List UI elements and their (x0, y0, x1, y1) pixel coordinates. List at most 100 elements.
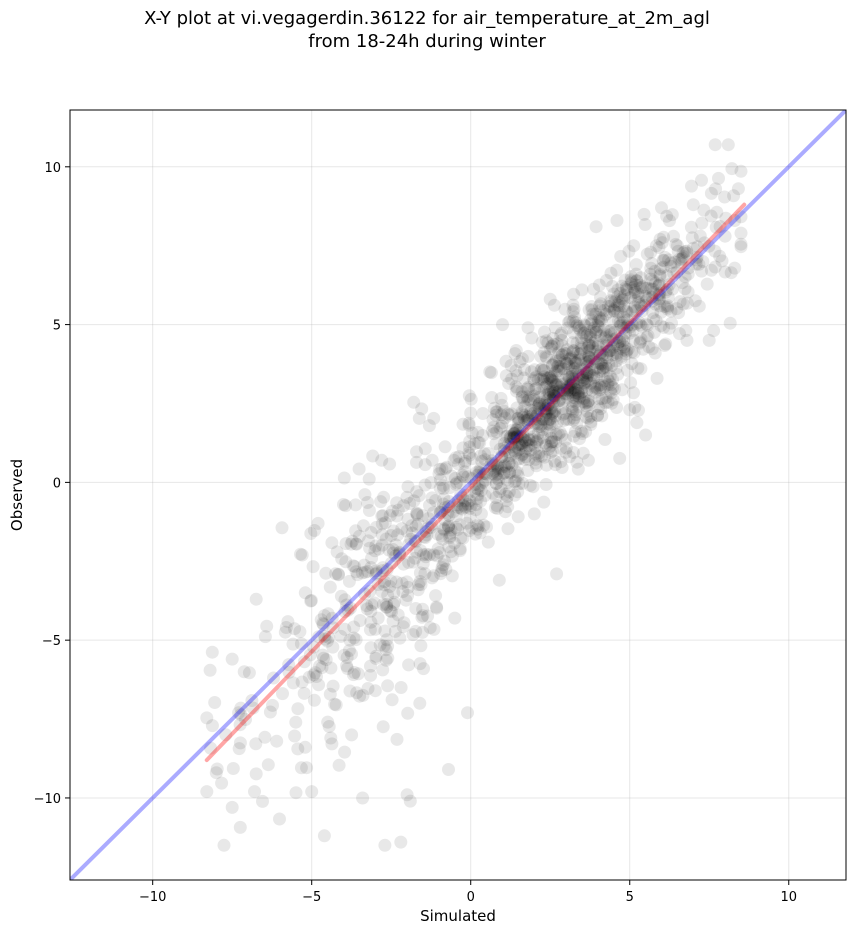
scatter-point (571, 386, 585, 400)
scatter-point (587, 369, 600, 382)
scatter-point (329, 698, 343, 712)
scatter-point (631, 361, 645, 375)
scatter-point (558, 406, 572, 420)
scatter-point (562, 379, 575, 393)
scatter-point (634, 298, 647, 312)
scatter-point (538, 397, 552, 411)
scatter-point (381, 679, 395, 693)
scatter-point (510, 369, 524, 383)
scatter-point (536, 398, 549, 412)
scatter-point (543, 418, 557, 432)
scatter-point (603, 369, 617, 383)
scatter-point (646, 306, 660, 319)
scatter-point (578, 396, 592, 410)
scatter-point (562, 352, 576, 366)
scatter-point (347, 631, 361, 645)
scatter-point (601, 334, 615, 348)
scatter-point (570, 319, 584, 333)
scatter-point (597, 380, 611, 394)
scatter-point (589, 334, 603, 348)
scatter-point (402, 658, 416, 672)
scatter-point (579, 399, 593, 413)
scatter-point (553, 353, 566, 367)
scatter-point (640, 330, 654, 344)
scatter-point (517, 408, 531, 422)
scatter-point (708, 138, 722, 152)
scatter-point (415, 625, 429, 639)
scatter-point (352, 529, 366, 543)
scatter-point (531, 408, 544, 422)
scatter-point (339, 537, 353, 551)
scatter-point (225, 800, 239, 814)
scatter-point (561, 369, 575, 383)
scatter-point (399, 593, 413, 607)
scatter-point (471, 522, 484, 536)
scatter-point (338, 622, 352, 636)
scatter-point (555, 326, 569, 340)
scatter-point (521, 464, 535, 477)
scatter-point (400, 788, 414, 802)
scatter-point (644, 282, 658, 296)
scatter-point (510, 382, 524, 395)
chart-title-line2: from 18-24h during winter (308, 31, 546, 52)
scatter-point (502, 485, 516, 499)
scatter-point (657, 254, 671, 268)
scatter-point (542, 387, 556, 401)
scatter-point (675, 276, 689, 290)
scatter-point (670, 302, 684, 316)
scatter-point (587, 362, 601, 376)
scatter-point (308, 524, 321, 537)
scatter-point (498, 411, 512, 425)
scatter-point (718, 190, 732, 204)
scatter-point (524, 393, 538, 407)
scatter-point (478, 447, 491, 461)
scatter-point (549, 428, 563, 442)
scatter-point (592, 310, 606, 324)
scatter-point (325, 737, 339, 751)
scatter-point (454, 531, 468, 545)
scatter-point (412, 578, 426, 592)
scatter-point (583, 354, 597, 368)
scatter-point (555, 376, 569, 390)
scatter-point (610, 214, 624, 227)
scatter-point (387, 598, 401, 611)
scatter-point (605, 359, 619, 373)
scatter-point (576, 371, 590, 384)
scatter-point (621, 363, 634, 377)
scatter-point (639, 289, 653, 303)
scatter-point (594, 329, 608, 343)
scatter-point (275, 521, 289, 535)
scatter-point (390, 496, 404, 510)
chart-title-line1: X-Y plot at vi.vegagerdin.36122 for air_… (144, 8, 710, 29)
scatter-point (606, 348, 620, 362)
scatter-point (529, 409, 543, 423)
scatter-point (529, 447, 542, 461)
scatter-point (481, 535, 495, 549)
scatter-point (520, 410, 534, 424)
scatter-point (592, 356, 606, 370)
scatter-point (489, 491, 503, 504)
scatter-point (546, 391, 560, 405)
scatter-point (646, 282, 660, 296)
scatter-point (647, 312, 660, 326)
scatter-point (474, 494, 488, 508)
scatter-point (491, 502, 504, 515)
scatter-point (566, 336, 580, 350)
scatter-point (569, 408, 583, 422)
scatter-point (660, 269, 674, 283)
scatter-point (553, 380, 567, 394)
scatter-point (559, 357, 573, 370)
scatter-point (673, 295, 687, 309)
scatter-point (501, 522, 515, 536)
scatter-point (669, 237, 683, 251)
scatter-point (593, 362, 607, 376)
scatter-point (210, 762, 224, 776)
scatter-point (583, 343, 597, 357)
scatter-point (357, 519, 370, 533)
scatter-point (595, 378, 608, 392)
scatter-point (549, 378, 563, 392)
scatter-point (527, 363, 541, 377)
scatter-point (233, 718, 247, 732)
scatter-point (712, 171, 725, 185)
scatter-point (599, 391, 613, 405)
